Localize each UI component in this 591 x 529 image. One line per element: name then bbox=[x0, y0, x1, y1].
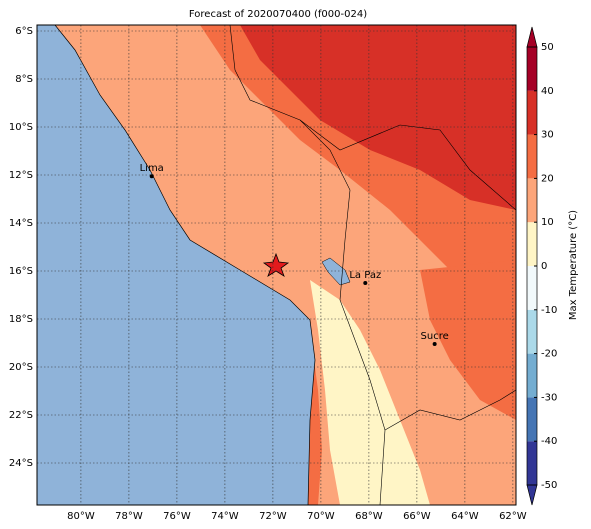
city-label: La Paz bbox=[349, 270, 381, 281]
colorbar-segment bbox=[527, 47, 537, 91]
y-tick-label: 22°S bbox=[9, 410, 33, 421]
lake-titicaca bbox=[321, 257, 351, 286]
colorbar-label: Max Temperature (°C) bbox=[568, 210, 579, 320]
colorbar-tick-label: 50 bbox=[541, 42, 554, 53]
y-tick-label: 6°S bbox=[15, 26, 33, 37]
city-marker bbox=[149, 174, 154, 179]
colorbar-segment bbox=[527, 441, 537, 485]
hot-zone bbox=[240, 25, 516, 210]
map-area bbox=[37, 25, 516, 505]
y-tick-label: 20°S bbox=[9, 362, 33, 373]
y-tick-label: 18°S bbox=[9, 314, 33, 325]
colorbar-tick-label: 40 bbox=[541, 86, 554, 97]
colorbar-segment bbox=[527, 309, 537, 354]
y-tick-label: 24°S bbox=[9, 458, 33, 469]
colorbar-segment bbox=[527, 134, 537, 179]
y-tick-label: 14°S bbox=[9, 218, 33, 229]
colorbar-tick-label: 10 bbox=[541, 217, 554, 228]
colorbar-tick-label: -50 bbox=[541, 480, 557, 491]
border bbox=[229, 25, 386, 505]
colorbar-segment bbox=[527, 222, 537, 266]
warm-zone-south bbox=[420, 260, 516, 420]
colorbar-tick-label: 0 bbox=[541, 261, 547, 272]
colorbar-segment bbox=[527, 353, 537, 398]
x-tick-label: 76°W bbox=[163, 511, 191, 522]
city-label: Lima bbox=[140, 163, 164, 174]
colorbar-segment bbox=[527, 266, 537, 310]
map-frame bbox=[36, 24, 517, 506]
colorbar-segment bbox=[527, 178, 537, 223]
x-tick-label: 74°W bbox=[211, 511, 239, 522]
border bbox=[384, 389, 516, 431]
colorbar-tick-label: 20 bbox=[541, 173, 554, 184]
x-tick-label: 70°W bbox=[307, 511, 335, 522]
x-tick-label: 78°W bbox=[115, 511, 143, 522]
colorbar-segment bbox=[527, 90, 537, 135]
colorbar-segment bbox=[527, 397, 537, 442]
colorbar-tick-label: -40 bbox=[541, 436, 557, 447]
colorbar-tick-label: -30 bbox=[541, 392, 557, 403]
city-marker bbox=[432, 341, 437, 346]
x-tick-label: 66°W bbox=[403, 511, 431, 522]
border bbox=[299, 119, 516, 211]
y-tick-label: 16°S bbox=[9, 266, 33, 277]
colorbar-tick-label: -20 bbox=[541, 349, 557, 360]
colorbar-tick-label: 30 bbox=[541, 130, 554, 141]
colorbar-extend-bottom bbox=[526, 484, 538, 506]
ocean bbox=[37, 25, 316, 505]
colorbar-extend-top bbox=[526, 26, 538, 48]
x-tick-label: 68°W bbox=[355, 511, 383, 522]
x-tick-label: 80°W bbox=[67, 511, 95, 522]
city-label: Sucre bbox=[421, 331, 449, 342]
y-tick-label: 8°S bbox=[15, 74, 33, 85]
x-tick-label: 62°W bbox=[499, 511, 527, 522]
colorbar-tick-label: -10 bbox=[541, 305, 557, 316]
cool-zone bbox=[310, 280, 430, 505]
city-marker bbox=[363, 281, 368, 285]
title: Forecast of 2020070400 (f000-024) bbox=[189, 9, 367, 20]
y-tick-label: 10°S bbox=[9, 122, 33, 133]
x-tick-label: 64°W bbox=[451, 511, 479, 522]
y-tick-label: 12°S bbox=[9, 170, 33, 181]
x-tick-label: 72°W bbox=[259, 511, 287, 522]
